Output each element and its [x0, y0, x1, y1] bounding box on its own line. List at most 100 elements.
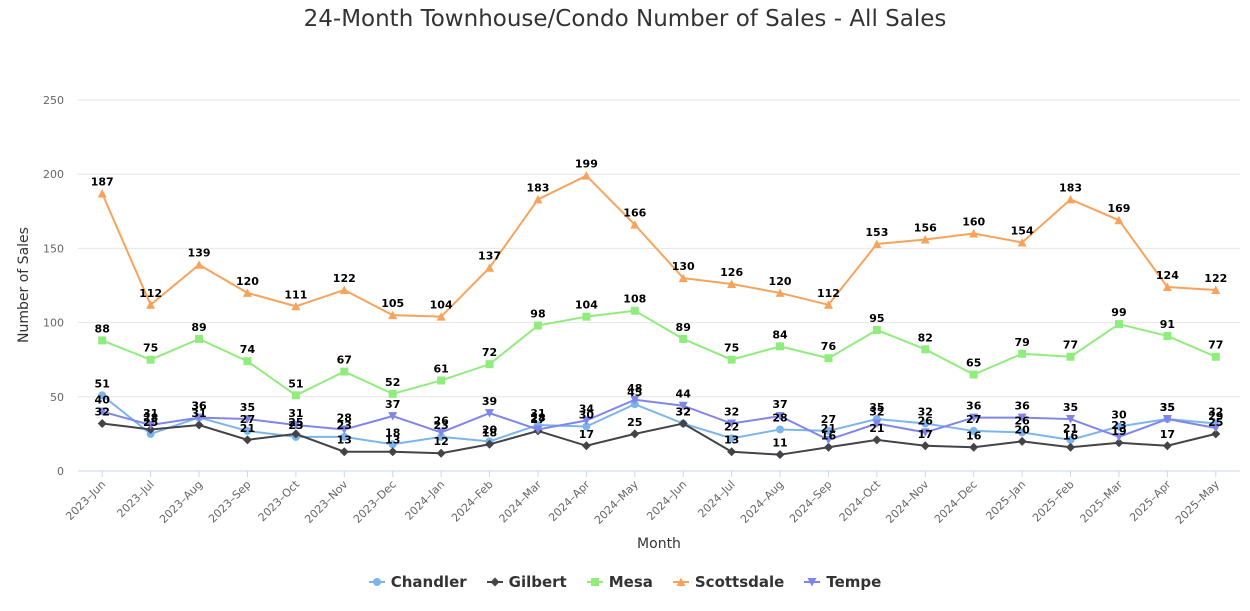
point-tempe[interactable] — [1066, 415, 1076, 424]
point-scottsdale[interactable] — [339, 285, 349, 294]
point-gilbert[interactable] — [291, 429, 301, 439]
point-mesa[interactable] — [1066, 352, 1075, 361]
point-tempe[interactable] — [775, 412, 785, 421]
point-tempe[interactable] — [969, 413, 979, 423]
point-gilbert[interactable] — [1114, 438, 1124, 448]
point-chandler[interactable] — [776, 425, 785, 434]
point-gilbert[interactable] — [339, 447, 349, 457]
point-tempe[interactable] — [630, 395, 640, 405]
legend-item-mesa[interactable]: Mesa — [586, 573, 653, 591]
point-scottsdale[interactable] — [194, 260, 204, 269]
point-mesa[interactable] — [243, 357, 252, 366]
point-mesa[interactable] — [1163, 331, 1172, 340]
point-gilbert[interactable] — [727, 447, 737, 457]
point-gilbert[interactable] — [823, 442, 833, 452]
point-gilbert[interactable] — [1211, 429, 1221, 439]
point-mesa[interactable] — [630, 306, 639, 315]
point-mesa[interactable] — [340, 367, 349, 376]
point-tempe[interactable] — [533, 425, 543, 434]
point-mesa[interactable] — [969, 370, 978, 379]
point-tempe[interactable] — [436, 428, 446, 437]
point-mesa[interactable] — [485, 360, 494, 369]
point-tempe[interactable] — [242, 415, 252, 424]
point-tempe[interactable] — [1211, 423, 1221, 433]
point-scottsdale[interactable] — [1114, 215, 1124, 225]
point-gilbert[interactable] — [194, 420, 204, 430]
point-chandler[interactable] — [921, 419, 930, 428]
point-tempe[interactable] — [388, 412, 398, 421]
point-scottsdale[interactable] — [630, 220, 640, 229]
point-scottsdale[interactable] — [872, 239, 882, 248]
point-gilbert[interactable] — [436, 448, 446, 458]
point-mesa[interactable] — [1211, 352, 1220, 361]
point-mesa[interactable] — [872, 326, 881, 335]
point-scottsdale[interactable] — [242, 288, 252, 297]
point-gilbert[interactable] — [388, 447, 398, 457]
point-scottsdale[interactable] — [1066, 194, 1076, 204]
point-gilbert[interactable] — [630, 429, 640, 439]
point-gilbert[interactable] — [775, 450, 785, 460]
point-chandler[interactable] — [582, 422, 591, 431]
point-chandler[interactable] — [340, 432, 349, 441]
point-gilbert[interactable] — [1066, 442, 1076, 452]
point-mesa[interactable] — [533, 321, 542, 330]
point-tempe[interactable] — [485, 409, 495, 418]
point-gilbert[interactable] — [1162, 441, 1172, 451]
point-mesa[interactable] — [1018, 349, 1027, 358]
point-tempe[interactable] — [823, 435, 833, 445]
point-gilbert[interactable] — [678, 419, 688, 429]
point-mesa[interactable] — [291, 391, 300, 400]
point-chandler[interactable] — [98, 391, 107, 400]
legend-item-tempe[interactable]: Tempe — [804, 573, 881, 591]
point-mesa[interactable] — [679, 334, 688, 343]
legend-item-gilbert[interactable]: Gilbert — [486, 573, 567, 591]
legend-item-scottsdale[interactable]: Scottsdale — [672, 573, 784, 591]
point-tempe[interactable] — [291, 420, 301, 430]
point-scottsdale[interactable] — [436, 312, 446, 321]
point-scottsdale[interactable] — [388, 310, 398, 320]
point-chandler[interactable] — [388, 440, 397, 449]
point-tempe[interactable] — [872, 419, 882, 429]
point-scottsdale[interactable] — [1211, 285, 1221, 294]
point-mesa[interactable] — [195, 334, 204, 343]
point-gilbert[interactable] — [242, 435, 252, 445]
point-scottsdale[interactable] — [969, 229, 979, 238]
point-tempe[interactable] — [146, 420, 156, 430]
point-mesa[interactable] — [1114, 320, 1123, 329]
point-chandler[interactable] — [824, 426, 833, 435]
point-tempe[interactable] — [581, 416, 591, 426]
point-scottsdale[interactable] — [823, 300, 833, 309]
point-mesa[interactable] — [582, 312, 591, 321]
point-mesa[interactable] — [98, 336, 107, 345]
point-mesa[interactable] — [727, 355, 736, 364]
point-gilbert[interactable] — [1017, 436, 1027, 446]
point-mesa[interactable] — [921, 345, 930, 354]
point-mesa[interactable] — [776, 342, 785, 351]
point-mesa[interactable] — [824, 354, 833, 363]
point-tempe[interactable] — [1017, 413, 1027, 423]
point-tempe[interactable] — [1114, 432, 1124, 442]
point-scottsdale[interactable] — [727, 279, 737, 289]
point-scottsdale[interactable] — [146, 300, 156, 309]
point-scottsdale[interactable] — [581, 171, 591, 180]
point-scottsdale[interactable] — [1017, 237, 1027, 247]
legend-item-chandler[interactable]: Chandler — [368, 573, 467, 591]
point-tempe[interactable] — [97, 407, 107, 417]
point-gilbert[interactable] — [581, 441, 591, 451]
point-chandler[interactable] — [1114, 422, 1123, 431]
point-scottsdale[interactable] — [678, 273, 688, 283]
point-scottsdale[interactable] — [1162, 282, 1172, 291]
point-mesa[interactable] — [437, 376, 446, 385]
point-scottsdale[interactable] — [775, 288, 785, 297]
point-tempe[interactable] — [920, 428, 930, 437]
point-scottsdale[interactable] — [533, 194, 543, 204]
point-chandler[interactable] — [727, 434, 736, 443]
point-scottsdale[interactable] — [920, 234, 930, 244]
point-chandler[interactable] — [1018, 428, 1027, 437]
point-tempe[interactable] — [194, 413, 204, 423]
point-mesa[interactable] — [146, 355, 155, 364]
point-gilbert[interactable] — [872, 435, 882, 445]
point-gilbert[interactable] — [920, 441, 930, 451]
point-tempe[interactable] — [1162, 415, 1172, 424]
point-tempe[interactable] — [678, 401, 688, 411]
